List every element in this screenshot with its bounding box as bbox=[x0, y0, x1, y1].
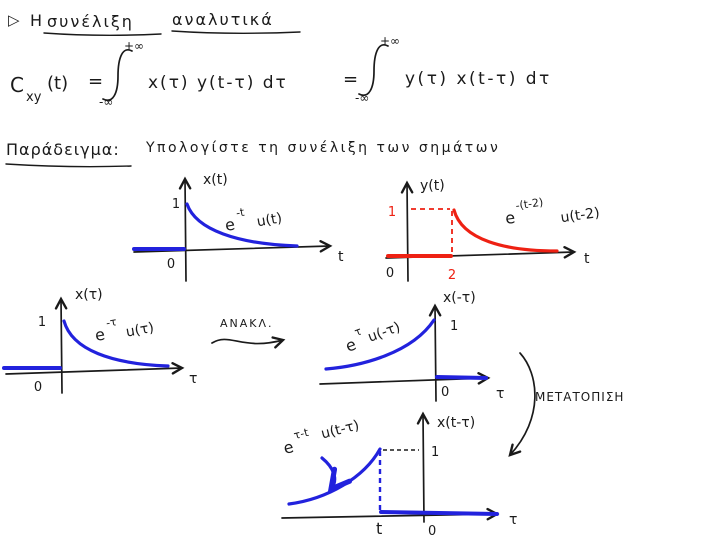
plot-yt-axis-label: t bbox=[584, 251, 590, 267]
formula-c-subscript: xy bbox=[26, 90, 42, 105]
plot-yt: y(t) 1 0 2 t e -(t-2) u(t-2) bbox=[385, 178, 601, 283]
title-underline-1 bbox=[43, 32, 162, 36]
plot-xshift: x(t-τ) 1 t 0 τ e τ-t u(t-τ) bbox=[281, 411, 517, 539]
plot-xneg-expr-sup: τ bbox=[353, 324, 364, 339]
plot-xtau-curve bbox=[62, 319, 170, 368]
plot-xt-expr-sup: -t bbox=[235, 206, 246, 220]
integral-1-body: x(τ) y(t-τ) dτ bbox=[148, 73, 288, 93]
plot-xtau-title: x(τ) bbox=[75, 287, 103, 303]
plot-xtau-x-axis bbox=[5, 362, 185, 375]
integral-2-body: y(τ) x(t-τ) dτ bbox=[405, 69, 552, 89]
plot-yt-y-axis bbox=[400, 180, 414, 282]
reflection-step: ΑΝΑΚΛ. bbox=[211, 317, 286, 349]
example-line: Παράδειγμα: Υπολογίστε τη συνέλιξη των σ… bbox=[5, 140, 500, 168]
plot-xshift-t-label: t bbox=[376, 519, 382, 538]
plot-xt-tick-one: 1 bbox=[172, 197, 180, 212]
plot-xneg-axis-label: τ bbox=[496, 386, 504, 402]
plot-yt-expression: e -(t-2) u(t-2) bbox=[504, 196, 601, 228]
plot-xshift-zero-segment bbox=[379, 510, 499, 516]
plot-xtau-expression: e -τ u(τ) bbox=[93, 315, 156, 345]
plot-yt-curve bbox=[452, 208, 559, 253]
formula-arg: (t) bbox=[47, 73, 68, 94]
plot-yt-tick-two: 2 bbox=[448, 268, 456, 283]
integral-1-upper-limit: +∞ bbox=[124, 39, 144, 53]
plot-xt-title: x(t) bbox=[203, 172, 228, 188]
plot-xtau-expr-base: e bbox=[93, 325, 106, 345]
convolution-formula: C xy (t) = +∞ -∞ x(τ) y(t-τ) dτ = +∞ -∞ … bbox=[10, 34, 552, 109]
plot-xneg: x(-τ) 1 0 τ e τ u(-τ) bbox=[319, 290, 504, 402]
plot-xtau-axis-label: τ bbox=[189, 371, 197, 387]
translation-step: ΜΕΤΑΤΟΠΙΣΗ bbox=[508, 352, 624, 457]
plot-xt-origin-label: 0 bbox=[167, 257, 175, 272]
example-prompt: Υπολογίστε τη συνέλιξη των σημάτων bbox=[145, 140, 500, 156]
plot-xt-expression: e -t u(t) bbox=[223, 206, 284, 235]
plot-yt-tick-one: 1 bbox=[388, 205, 396, 220]
reflection-arrow-icon bbox=[211, 336, 286, 349]
integral-sign-1 bbox=[102, 49, 133, 101]
title-underline-2 bbox=[171, 30, 301, 34]
plot-xtau-expr-rest: u(τ) bbox=[125, 320, 156, 341]
plot-xshift-pointer-arrow-icon bbox=[320, 456, 353, 494]
plot-xshift-tick-one: 1 bbox=[431, 445, 439, 460]
plot-xneg-tick-one: 1 bbox=[450, 319, 458, 334]
plot-xneg-curve bbox=[324, 318, 436, 371]
example-label: Παράδειγμα: bbox=[6, 140, 120, 159]
plot-xt-expr-rest: u(t) bbox=[256, 210, 284, 230]
plot-xtau-origin-label: 0 bbox=[34, 380, 42, 395]
title-bullet-icon: ▷ bbox=[8, 11, 20, 29]
plot-xshift-expression: e τ-t u(t-τ) bbox=[281, 417, 361, 458]
plot-yt-expr-base: e bbox=[504, 208, 516, 228]
plot-xt: x(t) 1 0 t e -t u(t) bbox=[132, 172, 344, 282]
plot-yt-origin-label: 0 bbox=[386, 266, 394, 281]
formula-equals-1: = bbox=[88, 71, 103, 92]
plot-xtau-y-axis bbox=[54, 296, 68, 394]
plot-xt-axis-label: t bbox=[338, 249, 344, 265]
plot-xtau-tick-one: 1 bbox=[38, 315, 46, 330]
plot-xneg-expr-rest: u(-τ) bbox=[366, 319, 403, 345]
plot-xshift-axis-label: τ bbox=[509, 512, 517, 528]
translation-label: ΜΕΤΑΤΟΠΙΣΗ bbox=[535, 390, 624, 404]
plot-xshift-title: x(t-τ) bbox=[437, 415, 475, 431]
plot-xt-curve bbox=[185, 202, 299, 248]
plot-xshift-expr-base: e bbox=[281, 437, 295, 458]
plot-xshift-y-axis bbox=[416, 411, 430, 523]
plot-xshift-expr-rest: u(t-τ) bbox=[319, 417, 361, 442]
plot-xneg-y-axis bbox=[428, 303, 442, 402]
integral-2-lower-limit: -∞ bbox=[355, 91, 369, 105]
translation-arrow-icon bbox=[508, 352, 536, 457]
plot-xneg-expression: e τ u(-τ) bbox=[343, 319, 403, 356]
plot-xt-y-axis bbox=[178, 176, 192, 282]
plot-xtau-expr-sup: -τ bbox=[105, 315, 118, 330]
integral-1-lower-limit: -∞ bbox=[99, 95, 113, 109]
plot-xshift-origin-label: 0 bbox=[428, 524, 436, 539]
reflection-label: ΑΝΑΚΛ. bbox=[220, 317, 274, 330]
title-block: ▷ Η συνέλιξη αναλυτικά bbox=[8, 10, 301, 36]
plot-xneg-origin-label: 0 bbox=[441, 385, 449, 400]
plot-xneg-zero-segment bbox=[435, 375, 488, 380]
integral-sign-2 bbox=[358, 44, 389, 96]
formula-c: C bbox=[10, 73, 24, 97]
plot-xt-expr-base: e bbox=[223, 215, 236, 235]
plot-xshift-expr-sup: τ-t bbox=[292, 426, 310, 442]
plot-xneg-title: x(-τ) bbox=[443, 290, 476, 306]
integral-2-upper-limit: +∞ bbox=[380, 34, 400, 48]
example-underline bbox=[5, 163, 132, 168]
title-word-synelixi: συνέλιξη bbox=[47, 12, 134, 31]
title-word-h: Η bbox=[30, 11, 42, 30]
plot-yt-expr-rest: u(t-2) bbox=[560, 205, 601, 226]
plot-xtau: x(τ) 1 0 τ e -τ u(τ) bbox=[2, 287, 197, 395]
formula-equals-2: = bbox=[343, 69, 358, 90]
plot-yt-expr-sup: -(t-2) bbox=[515, 196, 544, 213]
title-word-analytika: αναλυτικά bbox=[172, 10, 274, 29]
plot-yt-title: y(t) bbox=[420, 178, 445, 194]
